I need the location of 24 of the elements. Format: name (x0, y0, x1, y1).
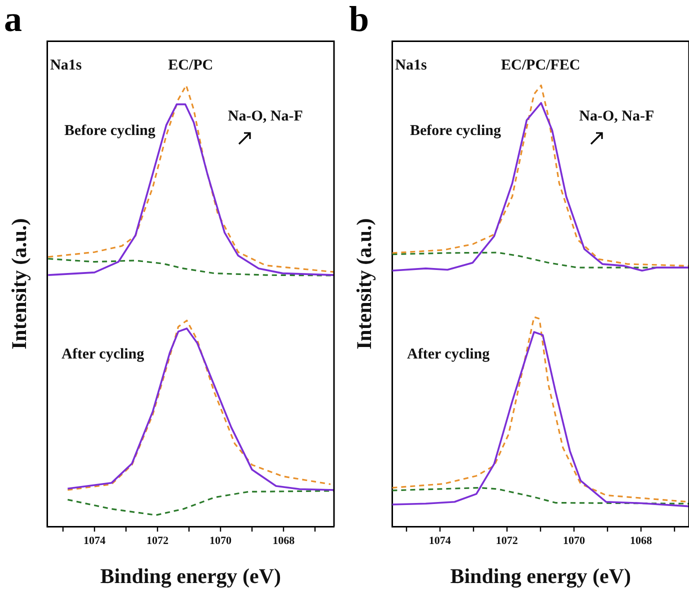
annotation: After cycling (62, 346, 145, 362)
annotation: Before cycling (410, 123, 502, 140)
text: Na1s (395, 58, 427, 74)
annotation: Before cycling (64, 123, 156, 140)
x-tick-label: 1074 (428, 535, 452, 548)
x-tick-label: 1072 (146, 535, 170, 548)
x-tick-label: 1074 (83, 535, 106, 548)
annotation: After cycling (407, 346, 490, 362)
text: EC/PC/FEC (501, 58, 580, 74)
x-tick-label: 1068 (272, 535, 296, 548)
x-axis-title: Binding energy (eV) (450, 564, 632, 588)
x-tick-label: 1072 (496, 535, 518, 548)
text: Na1s (50, 58, 82, 74)
x-tick-label: 1070 (562, 535, 586, 548)
chart-title: a (4, 0, 22, 39)
y-axis-title: Intensity (a.u.) (7, 218, 32, 350)
x-tick-label: 1070 (210, 535, 232, 548)
text: EC/PC (168, 58, 214, 74)
annotation: Na-O, Na-F (579, 108, 654, 125)
chart-title: b (349, 0, 370, 39)
y-axis-title: Intensity (a.u.) (352, 218, 376, 350)
x-tick-label: 1068 (630, 535, 653, 548)
annotation: Na-O, Na-F (228, 108, 303, 125)
x-axis-title: Binding energy (eV) (100, 564, 282, 588)
